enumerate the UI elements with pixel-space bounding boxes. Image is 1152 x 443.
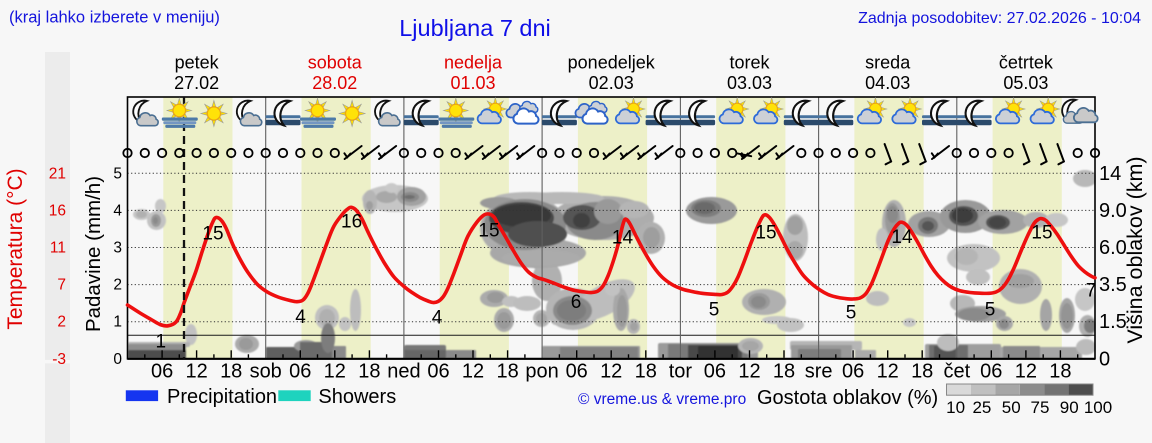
svg-text:© vreme.us & vreme.pro: © vreme.us & vreme.pro — [578, 391, 746, 408]
svg-text:25: 25 — [972, 398, 991, 417]
svg-text:04.03: 04.03 — [865, 73, 910, 93]
svg-text:četrtek: četrtek — [999, 53, 1054, 73]
svg-text:1: 1 — [156, 331, 167, 352]
svg-text:16: 16 — [341, 212, 362, 233]
svg-text:Precipitation: Precipitation — [167, 386, 277, 408]
svg-text:12: 12 — [1015, 361, 1037, 383]
svg-text:sre: sre — [805, 361, 833, 383]
svg-text:sreda: sreda — [865, 53, 911, 73]
svg-text:01.03: 01.03 — [450, 73, 495, 93]
svg-text:12: 12 — [462, 361, 484, 383]
svg-text:5: 5 — [113, 165, 122, 182]
svg-text:petek: petek — [175, 53, 220, 73]
svg-text:ponedeljek: ponedeljek — [568, 53, 656, 73]
svg-text:16: 16 — [49, 202, 66, 219]
svg-text:4: 4 — [432, 308, 443, 329]
svg-text:18: 18 — [358, 361, 380, 383]
svg-text:2: 2 — [113, 277, 122, 294]
svg-text:sobota: sobota — [308, 53, 363, 73]
svg-text:0: 0 — [113, 351, 122, 368]
svg-text:06: 06 — [427, 361, 449, 383]
svg-text:3: 3 — [113, 240, 122, 257]
svg-text:03.03: 03.03 — [727, 73, 772, 93]
svg-text:15: 15 — [478, 221, 499, 242]
svg-text:06: 06 — [566, 361, 588, 383]
svg-text:4: 4 — [113, 202, 122, 219]
svg-text:Showers: Showers — [318, 386, 396, 408]
svg-text:torek: torek — [729, 53, 770, 73]
svg-text:Gostota oblakov (%): Gostota oblakov (%) — [757, 387, 938, 409]
svg-text:12: 12 — [877, 361, 899, 383]
svg-text:1: 1 — [113, 314, 122, 331]
svg-text:čet: čet — [943, 361, 970, 383]
svg-text:4: 4 — [295, 307, 306, 328]
svg-text:06: 06 — [289, 361, 311, 383]
svg-text:15: 15 — [1031, 223, 1052, 244]
svg-text:28.02: 28.02 — [312, 73, 357, 93]
svg-text:Višina oblakov (km): Višina oblakov (km) — [1123, 156, 1147, 343]
svg-text:5: 5 — [709, 300, 720, 321]
svg-text:10: 10 — [946, 398, 965, 417]
svg-text:1.5: 1.5 — [1099, 311, 1127, 333]
svg-text:02.03: 02.03 — [589, 73, 634, 93]
svg-text:7: 7 — [1086, 281, 1097, 302]
svg-text:06: 06 — [704, 361, 726, 383]
svg-text:Ljubljana 7 dni: Ljubljana 7 dni — [399, 15, 551, 41]
svg-text:5: 5 — [985, 300, 996, 321]
svg-text:Padavine (mm/h): Padavine (mm/h) — [82, 176, 105, 332]
svg-text:14: 14 — [612, 228, 634, 249]
svg-text:7: 7 — [57, 277, 66, 294]
svg-text:(kraj lahko izberete v meniju): (kraj lahko izberete v meniju) — [9, 9, 220, 27]
svg-text:14: 14 — [891, 227, 913, 248]
svg-text:9.0: 9.0 — [1099, 200, 1127, 222]
svg-text:ned: ned — [387, 361, 420, 383]
svg-text:6: 6 — [571, 292, 582, 313]
svg-text:18: 18 — [220, 361, 242, 383]
svg-text:18: 18 — [911, 361, 933, 383]
svg-text:50: 50 — [1002, 398, 1021, 417]
svg-text:05.03: 05.03 — [1003, 73, 1048, 93]
svg-text:90: 90 — [1060, 398, 1079, 417]
svg-text:-3: -3 — [52, 351, 66, 368]
svg-text:pon: pon — [525, 361, 558, 383]
svg-text:100: 100 — [1084, 398, 1112, 417]
svg-text:12: 12 — [600, 361, 622, 383]
svg-text:5: 5 — [846, 303, 857, 324]
svg-text:nedelja: nedelja — [444, 53, 503, 73]
svg-text:27.02: 27.02 — [174, 73, 219, 93]
svg-text:2: 2 — [57, 314, 66, 331]
svg-text:12: 12 — [324, 361, 346, 383]
svg-text:12: 12 — [185, 361, 207, 383]
svg-text:11: 11 — [50, 240, 66, 257]
svg-text:6.0: 6.0 — [1099, 237, 1127, 259]
svg-text:75: 75 — [1031, 398, 1050, 417]
svg-text:sob: sob — [250, 361, 282, 383]
svg-text:18: 18 — [635, 361, 657, 383]
svg-text:06: 06 — [980, 361, 1002, 383]
svg-text:15: 15 — [202, 224, 223, 245]
svg-text:Zadnja posodobitev: 27.02.2026: Zadnja posodobitev: 27.02.2026 - 10:04 — [858, 10, 1141, 27]
svg-text:21: 21 — [49, 165, 66, 182]
svg-text:12: 12 — [738, 361, 760, 383]
svg-text:tor: tor — [669, 361, 693, 383]
svg-text:18: 18 — [496, 361, 518, 383]
svg-text:18: 18 — [773, 361, 795, 383]
svg-text:3.5: 3.5 — [1099, 274, 1127, 296]
svg-text:14: 14 — [1099, 163, 1121, 185]
svg-text:06: 06 — [842, 361, 864, 383]
svg-text:0: 0 — [1099, 348, 1110, 370]
svg-text:15: 15 — [755, 223, 776, 244]
svg-text:Temperatura (°C): Temperatura (°C) — [4, 168, 27, 329]
svg-text:06: 06 — [151, 361, 173, 383]
svg-text:18: 18 — [1049, 361, 1071, 383]
